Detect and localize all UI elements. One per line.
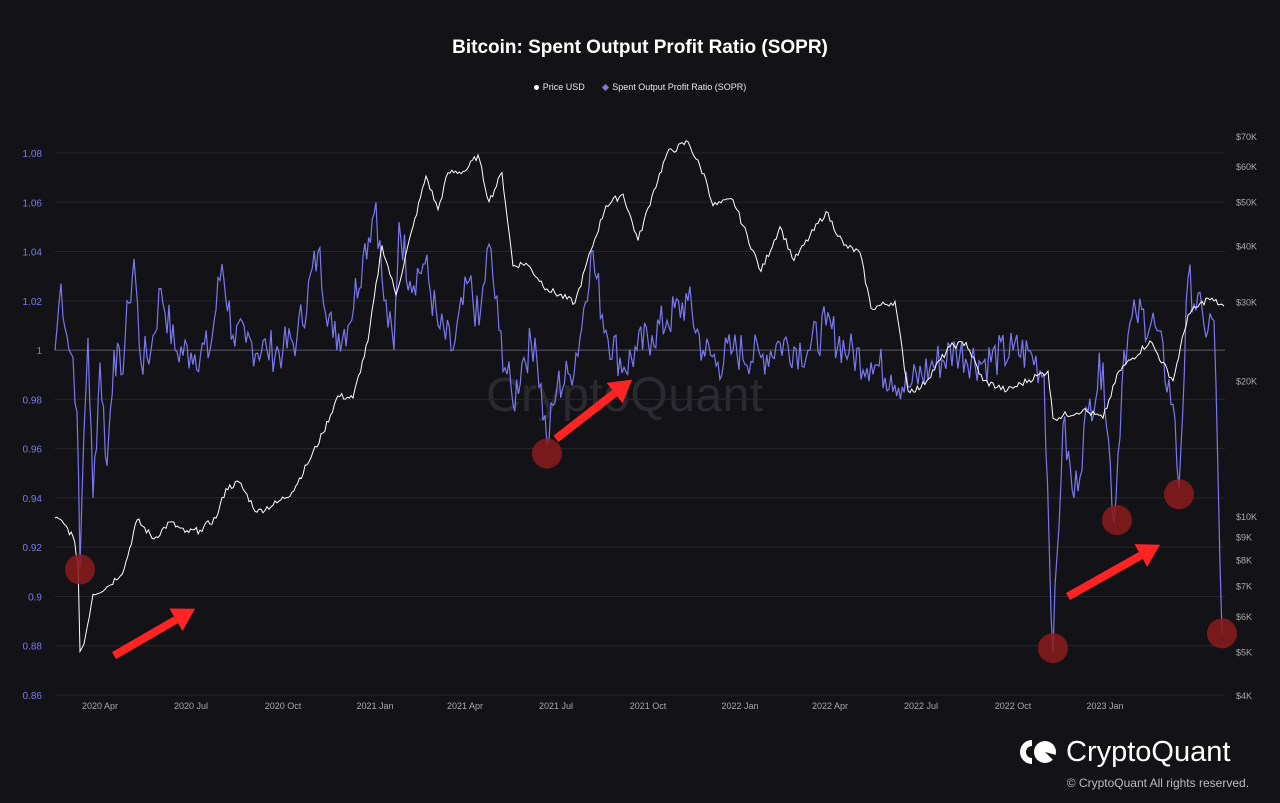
- cryptoquant-logo-icon: [1020, 740, 1056, 764]
- y-left-tick-label: 1.04: [23, 248, 43, 259]
- legend[interactable]: Price USD Spent Output Profit Ratio (SOP…: [0, 82, 1280, 92]
- y-right-tick-label: $7K: [1236, 582, 1252, 592]
- y-right-tick-label: $20K: [1236, 377, 1257, 387]
- x-tick-label: 2022 Jul: [904, 701, 938, 711]
- arrow-head: [169, 608, 195, 632]
- price-series-line: [54, 140, 1225, 654]
- y-right-tick-label: $5K: [1236, 647, 1252, 657]
- arrow-shaft: [1066, 552, 1143, 600]
- y-left-tick-label: 1.02: [23, 297, 43, 308]
- arrow-head: [606, 379, 632, 404]
- x-tick-label: 2023 Jan: [1086, 701, 1123, 711]
- y-left-tick-label: 0.88: [23, 642, 43, 653]
- y-right-tick-label: $30K: [1236, 297, 1257, 307]
- y-right-tick-label: $8K: [1236, 556, 1252, 566]
- highlight-circle: [1207, 618, 1237, 649]
- highlight-circle: [532, 438, 562, 469]
- x-tick-label: 2021 Oct: [630, 701, 667, 711]
- y-right-tick-label: $50K: [1236, 198, 1257, 208]
- y-left-tick-label: 0.92: [23, 543, 43, 554]
- legend-marker-price: [533, 85, 539, 91]
- x-tick-label: 2020 Jul: [174, 701, 208, 711]
- y-right-tick-label: $6K: [1236, 612, 1252, 622]
- y-right-tick-label: $10K: [1236, 512, 1257, 522]
- y-left-tick-label: 0.86: [23, 691, 43, 702]
- y-left-tick-label: 0.98: [23, 395, 43, 406]
- x-tick-label: 2021 Jan: [356, 701, 393, 711]
- highlight-circle: [1102, 505, 1132, 536]
- y-left-tick-label: 0.9: [28, 592, 42, 603]
- y-left-tick-label: 1.08: [23, 149, 43, 160]
- legend-label-sopr: Spent Output Profit Ratio (SOPR): [612, 82, 747, 92]
- x-tick-label: 2020 Oct: [265, 701, 302, 711]
- highlight-circle: [1164, 479, 1194, 510]
- brand-name: CryptoQuant: [1066, 735, 1231, 768]
- y-left-tick-label: 0.94: [23, 494, 43, 505]
- copyright: © CryptoQuant All rights reserved.: [1066, 776, 1249, 790]
- y-left-tick-label: 0.96: [23, 445, 43, 456]
- legend-item-sopr[interactable]: Spent Output Profit Ratio (SOPR): [602, 82, 747, 92]
- x-tick-label: 2022 Apr: [812, 701, 848, 711]
- sopr-series-line: [54, 202, 1223, 654]
- brand-logo: CryptoQuant: [1018, 734, 1230, 770]
- y-right-tick-label: $70K: [1236, 132, 1257, 142]
- y-left-tick-label: 1: [36, 346, 42, 357]
- x-tick-label: 2022 Oct: [995, 701, 1032, 711]
- x-tick-label: 2020 Apr: [82, 701, 118, 711]
- highlight-circle: [1038, 633, 1068, 664]
- legend-label-price: Price USD: [542, 82, 585, 92]
- y-left-tick-label: 1.06: [23, 198, 43, 209]
- x-tick-label: 2021 Jul: [539, 701, 573, 711]
- x-tick-label: 2022 Jan: [721, 701, 758, 711]
- y-right-tick-label: $40K: [1236, 241, 1257, 251]
- arrow-shaft: [111, 616, 178, 660]
- arrow-head: [1134, 544, 1160, 567]
- arrow-shaft: [553, 390, 618, 442]
- chart-title: Bitcoin: Spent Output Profit Ratio (SOPR…: [452, 37, 828, 58]
- legend-item-price[interactable]: Price USD: [533, 82, 585, 92]
- y-right-tick-label: $4K: [1236, 691, 1252, 701]
- highlight-circle: [65, 554, 95, 585]
- x-tick-label: 2021 Apr: [447, 701, 483, 711]
- y-right-tick-label: $9K: [1236, 533, 1252, 543]
- y-right-tick-label: $60K: [1236, 162, 1257, 172]
